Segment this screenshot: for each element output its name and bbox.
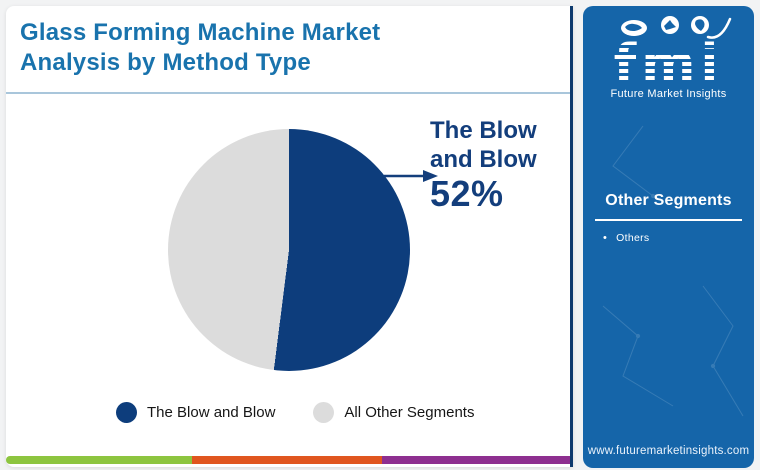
brand-sidebar: fmi Future Market Insights Other Segment…: [583, 6, 754, 468]
stripe-green: [6, 456, 192, 464]
callout-value: 52%: [430, 173, 504, 214]
callout-label-line1: The Blow: [430, 117, 537, 144]
list-item: Others: [603, 232, 754, 244]
stripe-orange: [191, 456, 382, 464]
globe-pin-icon: [690, 16, 709, 34]
fmi-logo: fmi Future Market Insights: [583, 14, 754, 100]
orbit-swoosh-icon: [706, 17, 731, 39]
callout-arrow: [384, 170, 438, 182]
other-segments-divider: [595, 219, 742, 221]
callout-label-line2: and Blow: [430, 146, 537, 173]
legend-item-all-other-segments: All Other Segments: [313, 402, 474, 423]
fmi-wordmark: fmi: [583, 38, 754, 90]
stripe-purple: [381, 456, 570, 464]
legend-label: All Other Segments: [344, 404, 475, 421]
pie-callout: The Blow and Blow 52%: [430, 116, 537, 214]
pie-chart: [168, 129, 410, 371]
chart-card: Glass Forming Machine Market Analysis by…: [6, 6, 573, 467]
legend-swatch-gray: [313, 402, 335, 423]
page-title-line2: Analysis by Method Type: [20, 49, 311, 76]
constellation-decoration: [602, 125, 744, 417]
legend: The Blow and Blow All Other Segments: [116, 402, 474, 423]
website-url: www.futuremarketinsights.com: [587, 445, 750, 457]
other-segments-heading: Other Segments: [605, 192, 732, 209]
legend-item-blow-and-blow: The Blow and Blow: [116, 402, 275, 423]
page-title-line1: Glass Forming Machine Market: [20, 19, 381, 46]
globe-map-icon: [620, 20, 647, 36]
other-segments-list: Others: [583, 232, 754, 244]
fmi-logo-icons: [620, 16, 731, 39]
fmi-tagline: Future Market Insights: [610, 88, 727, 100]
page-title: Glass Forming Machine Market Analysis by…: [20, 18, 380, 78]
title-divider: [6, 92, 570, 94]
footer-stripes: [6, 456, 570, 464]
legend-swatch-blue: [116, 402, 137, 423]
globe-plane-icon: [660, 16, 679, 34]
other-segments-section: Other Segments Others: [583, 192, 754, 244]
legend-label: The Blow and Blow: [147, 404, 276, 421]
